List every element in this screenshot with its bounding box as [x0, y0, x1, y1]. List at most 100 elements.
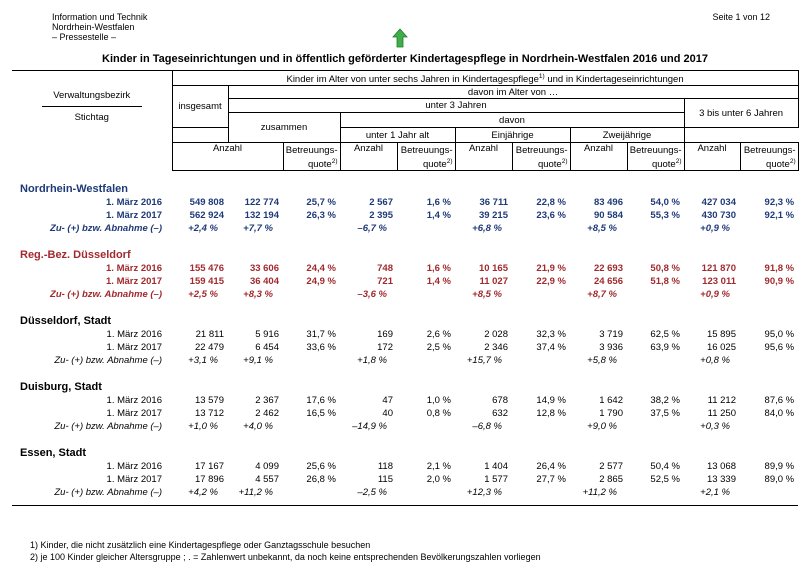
header-label: Stichtag	[74, 112, 109, 124]
cell: +0,9 %	[700, 289, 730, 301]
cell: 92,3 %	[764, 197, 795, 209]
cell: 36 404	[249, 275, 279, 287]
cell	[397, 486, 455, 507]
cell: 50,8 %	[650, 263, 680, 275]
cell: 2 346	[484, 341, 508, 353]
cell: +7,7 %	[243, 223, 273, 235]
unit-header: Betreuungs-quote2)	[396, 142, 456, 172]
data-row: 1. März 2017 13 712 2 462 16,5 % 40 0,8 % 632 1…	[12, 408, 798, 421]
cell: 24,4 %	[306, 263, 336, 275]
cell: +8,3 %	[243, 289, 273, 301]
section-row: Reg.-Bez. Düsseldorf	[12, 237, 798, 263]
cell: 632	[492, 407, 508, 419]
row-label: 1. März 2017	[106, 341, 162, 353]
arrow-shape	[392, 28, 408, 48]
cell: 14,9 %	[536, 395, 566, 407]
cell	[397, 222, 455, 237]
cell	[283, 420, 340, 435]
footnote: 1) Kinder, die nicht zusätzlich eine Kin…	[30, 540, 371, 550]
cell: 748	[377, 263, 393, 275]
cell: 39 215	[478, 209, 508, 221]
data-row: 1. März 2016 549 808 122 774 25,7 % 2 567 1,6…	[12, 197, 798, 210]
cell	[283, 288, 340, 303]
cell	[283, 486, 340, 507]
row-label: 1. März 2017	[106, 473, 162, 485]
cell: 721	[377, 275, 393, 287]
cell: 89,0 %	[764, 473, 795, 485]
unit-header: Anzahl	[454, 142, 513, 172]
data-row: 1. März 2017 159 415 36 404 24,9 % 721 1,4 % 1…	[12, 276, 798, 289]
cell	[512, 420, 570, 435]
page-number: Seite 1 von 12	[712, 12, 770, 22]
change-row: Zu- (+) bzw. Abnahme (–) +1,0 % +4,0 % –14,…	[12, 420, 798, 435]
unit-header: Betreuungs-quote2)	[626, 142, 685, 172]
cell: +12,3 %	[455, 486, 512, 507]
row-label: Zu- (+) bzw. Abnahme (–)	[50, 223, 162, 235]
header-cell: Zweijährige	[569, 127, 685, 144]
cell: 11 250	[707, 407, 736, 419]
unit-header: Anzahl	[171, 142, 284, 172]
cell: 427 034	[701, 197, 736, 209]
unit-header: Anzahl	[339, 142, 398, 172]
cell: –14,9 %	[352, 421, 387, 433]
unit-text: Betreuungs-	[515, 145, 568, 156]
row-label: 1. März 2017	[106, 209, 162, 221]
cell: +0,3 %	[700, 421, 730, 433]
cell: 123 011	[702, 275, 736, 287]
cell: 16 025	[706, 341, 736, 353]
cell: 27,7 %	[536, 473, 566, 485]
up-arrow-icon	[392, 28, 408, 48]
cell: 1,6 %	[426, 197, 451, 209]
data-row: 1. März 2016 13 579 2 367 17,6 % 47 1,0 % 678 1…	[12, 395, 798, 408]
header-cell: davon	[339, 112, 685, 129]
cell: 62,5 %	[650, 329, 680, 341]
cell: 32,3 %	[536, 329, 566, 341]
table-head: Verwaltungsbezirk Stichtag Kinder im Alt…	[12, 69, 799, 172]
cell: 169	[377, 329, 393, 341]
cell	[627, 420, 684, 435]
cell: 2 395	[369, 209, 393, 221]
unit-line: quote2)	[286, 156, 338, 170]
section-title: Nordrhein-Westfalen	[20, 183, 128, 196]
cell	[740, 420, 798, 435]
change-row: Zu- (+) bzw. Abnahme (–) +3,1 % +9,1 % +1,8…	[12, 354, 798, 369]
row-label: 1. März 2016	[106, 461, 162, 473]
footnote-ref: 2)	[331, 158, 338, 165]
cell: +1,0 %	[188, 421, 218, 433]
cell: 55,3 %	[650, 209, 680, 221]
cell: 13 579	[194, 395, 224, 407]
cell: 121 870	[701, 263, 736, 275]
cell: 1 642	[599, 395, 623, 407]
header-cell: unter 3 Jahren	[227, 98, 685, 114]
cell: 118	[377, 461, 393, 473]
data-table: Verwaltungsbezirk Stichtag Kinder im Alt…	[12, 69, 799, 507]
cell: 24 656	[593, 275, 623, 287]
row-label: Zu- (+) bzw. Abnahme (–)	[54, 355, 162, 367]
cell: 22 479	[194, 341, 224, 353]
cell: +0,8 %	[700, 355, 730, 367]
cell: +15,7 %	[466, 355, 502, 367]
header-spacer	[12, 142, 173, 171]
cell: 52,5 %	[650, 473, 680, 485]
cell	[740, 486, 799, 507]
cell: 4 557	[255, 473, 279, 485]
cell	[740, 288, 798, 303]
unit-text: Betreuungs-	[743, 145, 796, 156]
row-label: Zu- (+) bzw. Abnahme (–)	[54, 421, 162, 433]
table-body: Nordrhein-Westfalen 1. März 2016 549 808 12…	[12, 171, 799, 507]
cell: 87,6 %	[764, 395, 795, 407]
cell: 90,9 %	[764, 275, 795, 287]
row-label: Zu- (+) bzw. Abnahme (–)	[50, 289, 162, 301]
data-row: 1. März 2017 22 479 6 454 33,6 % 172 2,5 % 2 3…	[12, 342, 798, 355]
cell: +8,5 %	[472, 289, 502, 301]
cell: 25,7 %	[306, 197, 336, 209]
footnote-ref: 2)	[789, 158, 796, 165]
cell: 36 711	[479, 197, 508, 209]
unit-text: Betreuungs-	[629, 145, 682, 156]
cell: 13 712	[194, 407, 224, 419]
cell: 2 865	[599, 473, 623, 485]
header-label: Verwaltungsbezirk	[53, 90, 131, 102]
cell	[627, 288, 684, 303]
cell: +4,2 %	[172, 486, 228, 507]
unit-text: Betreuungs-	[400, 145, 453, 156]
